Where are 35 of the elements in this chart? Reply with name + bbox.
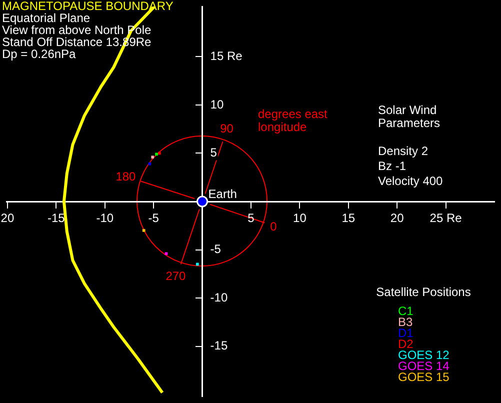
x-tick-label: -5 — [148, 210, 160, 225]
x-tick-label: -10 — [96, 210, 114, 225]
annotation: Earth — [208, 186, 237, 201]
annotation: 180 — [116, 169, 136, 184]
annotation: 90 — [220, 122, 234, 136]
y-tick-label: -10 — [210, 290, 228, 304]
annotation: degrees east longitude — [258, 107, 328, 134]
text: B3 — [397, 315, 414, 329]
text: C1 — [397, 304, 414, 318]
text: GOES 14 — [397, 359, 450, 373]
legend-title: Satellite Positions — [375, 285, 472, 299]
annotation: Velocity 400 — [378, 174, 443, 188]
text: D1 — [397, 326, 414, 340]
y-tick-label: 5 — [210, 146, 218, 160]
annotation: Density 2 — [378, 144, 428, 158]
y-tick-label: -5 — [210, 242, 222, 256]
text: D2 — [397, 337, 414, 351]
annotation: Equatorial Plane — [2, 11, 90, 25]
y-tick-label: 10 — [210, 97, 224, 112]
x-tick-label: 10 — [293, 210, 307, 225]
annotation: Dp = 0.26nPa — [2, 47, 76, 61]
x-tick-label: 20 — [0, 210, 14, 225]
annotation: Solar Wind Parameters — [378, 103, 442, 130]
y-tick-label: -15 — [210, 338, 228, 353]
x-tick-label: -15 — [48, 210, 66, 225]
text: GOES 15 — [397, 370, 450, 384]
annotation: 270 — [166, 268, 186, 283]
x-tick-label: 15 — [342, 210, 356, 225]
annotation: 0 — [270, 219, 278, 234]
annotation: Bz -1 — [378, 159, 406, 173]
x-tick-label: 20 — [390, 210, 404, 225]
text: GOES 12 — [397, 348, 450, 362]
y-tick-label: 15 Re — [210, 49, 243, 64]
chart-title: MAGNETOPAUSE BOUNDARY — [2, 0, 174, 13]
x-tick-label: 25 Re — [430, 210, 462, 225]
